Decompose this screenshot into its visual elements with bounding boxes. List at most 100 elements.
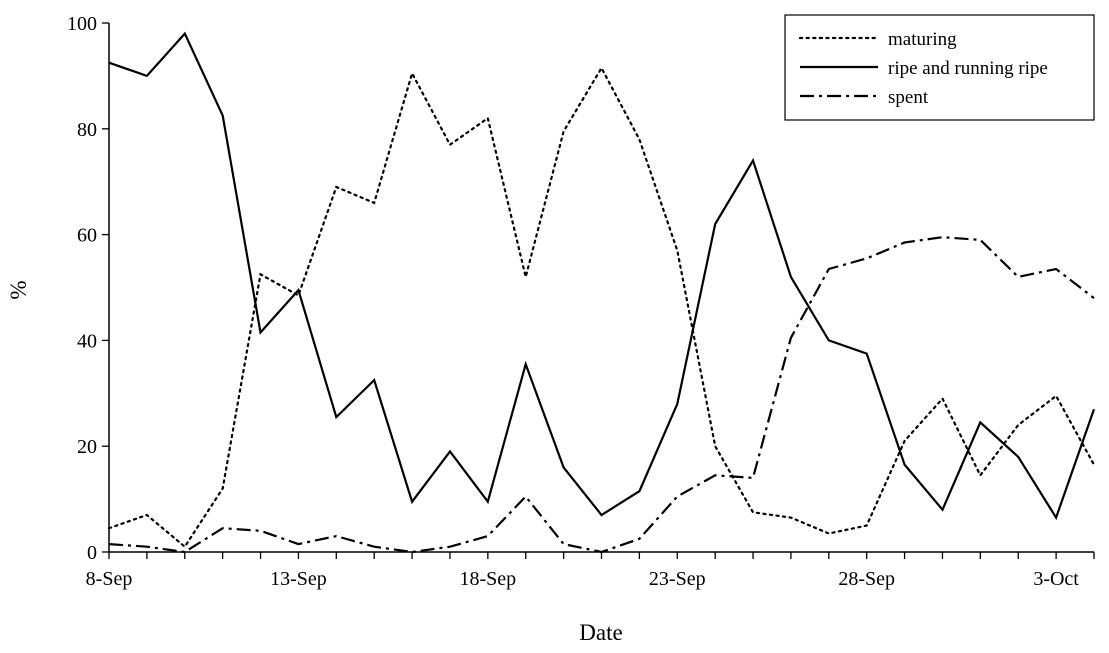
data-point-ripe-and-running-ripe — [297, 289, 299, 291]
y-tick-label: 0 — [87, 542, 97, 564]
series-ripe-and-running-ripe — [108, 31, 1096, 521]
data-point-maturing — [1017, 424, 1019, 426]
x-tick-label: 23-Sep — [649, 568, 706, 590]
x-tick-label: 13-Sep — [270, 568, 327, 590]
data-point-ripe-and-running-ripe — [487, 501, 489, 503]
data-point-spent — [638, 538, 640, 540]
data-point-maturing — [563, 130, 565, 132]
data-point-ripe-and-running-ripe — [525, 363, 527, 365]
data-point-spent — [941, 236, 943, 238]
data-point-ripe-and-running-ripe — [1017, 456, 1019, 458]
data-point-ripe-and-running-ripe — [600, 514, 602, 516]
data-point-ripe-and-running-ripe — [373, 379, 375, 381]
data-point-ripe-and-running-ripe — [828, 339, 830, 341]
x-axis-ticks: 8-Sep 13-Sep 18-Sep 23-Sep 28-Sep 3-Oct — [86, 552, 1095, 590]
data-point-spent — [676, 495, 678, 497]
y-tick-label: 80 — [77, 119, 97, 141]
data-point-spent — [1017, 276, 1019, 278]
data-point-spent — [259, 530, 261, 532]
data-point-spent — [335, 535, 337, 537]
x-tick-label: 28-Sep — [838, 568, 895, 590]
series-spent — [108, 236, 1095, 554]
data-point-spent — [904, 241, 906, 243]
y-tick-label: 40 — [77, 330, 97, 352]
data-point-ripe-and-running-ripe — [411, 501, 413, 503]
data-point-spent — [1055, 268, 1057, 270]
data-point-ripe-and-running-ripe — [638, 490, 640, 492]
data-point-ripe-and-running-ripe — [1093, 408, 1095, 410]
data-point-maturing — [146, 514, 148, 516]
data-point-spent — [411, 551, 413, 553]
data-point-ripe-and-running-ripe — [146, 75, 148, 77]
data-point-maturing — [184, 546, 186, 548]
data-point-ripe-and-running-ripe — [259, 331, 261, 333]
data-point-spent — [297, 543, 299, 545]
data-point-spent — [373, 546, 375, 548]
series-layer — [107, 31, 1096, 554]
data-point-ripe-and-running-ripe — [108, 62, 110, 64]
data-point-spent — [979, 239, 981, 241]
series-line-ripe-and-running-ripe — [108, 31, 1096, 521]
data-point-ripe-and-running-ripe — [714, 223, 716, 225]
data-point-maturing — [752, 511, 754, 513]
data-point-spent — [449, 546, 451, 548]
legend: maturing ripe and running ripe spent — [784, 14, 1095, 121]
data-point-spent — [600, 551, 602, 553]
x-tick-label: 3-Oct — [1033, 568, 1079, 590]
series-maturing — [107, 65, 1096, 549]
legend-label-ripe-and-running-ripe: ripe and running ripe — [888, 58, 1048, 79]
data-point-spent — [525, 495, 527, 497]
y-axis-ticks: 0 20 40 60 80 100 — [67, 13, 109, 564]
series-line-spent — [108, 236, 1095, 554]
data-point-ripe-and-running-ripe — [866, 353, 868, 355]
x-tick-label: 8-Sep — [86, 568, 133, 590]
data-point-maturing — [487, 117, 489, 119]
data-point-maturing — [941, 398, 943, 400]
data-point-ripe-and-running-ripe — [335, 416, 337, 418]
data-point-maturing — [904, 440, 906, 442]
data-point-maturing — [676, 249, 678, 251]
data-point-ripe-and-running-ripe — [790, 276, 792, 278]
x-tick-label: 18-Sep — [460, 568, 517, 590]
data-point-maturing — [1055, 395, 1057, 397]
data-point-maturing — [411, 72, 413, 74]
data-point-spent — [1093, 297, 1095, 299]
series-line-maturing — [107, 65, 1096, 549]
data-point-spent — [146, 546, 148, 548]
x-axis-title: Date — [579, 620, 622, 645]
y-tick-label: 20 — [77, 436, 97, 458]
data-point-spent — [752, 477, 754, 479]
data-point-maturing — [108, 527, 110, 529]
data-point-spent — [184, 551, 186, 553]
data-point-maturing — [1093, 464, 1095, 466]
data-point-spent — [828, 268, 830, 270]
data-point-spent — [222, 527, 224, 529]
data-point-ripe-and-running-ripe — [752, 159, 754, 161]
data-point-maturing — [222, 487, 224, 489]
data-point-ripe-and-running-ripe — [222, 115, 224, 117]
y-tick-label: 100 — [67, 13, 97, 35]
data-point-spent — [714, 474, 716, 476]
data-point-maturing — [790, 517, 792, 519]
data-point-ripe-and-running-ripe — [979, 421, 981, 423]
data-point-ripe-and-running-ripe — [676, 403, 678, 405]
y-tick-label: 60 — [77, 225, 97, 247]
y-axis-title: % — [6, 280, 31, 299]
data-point-maturing — [449, 144, 451, 146]
data-point-ripe-and-running-ripe — [184, 33, 186, 35]
data-point-ripe-and-running-ripe — [1055, 517, 1057, 519]
data-point-spent — [866, 257, 868, 259]
data-point-ripe-and-running-ripe — [449, 450, 451, 452]
data-point-maturing — [259, 273, 261, 275]
data-point-maturing — [373, 202, 375, 204]
data-point-maturing — [828, 532, 830, 534]
legend-label-spent: spent — [888, 87, 929, 108]
legend-label-maturing: maturing — [888, 29, 957, 50]
data-point-maturing — [866, 524, 868, 526]
data-point-ripe-and-running-ripe — [941, 509, 943, 511]
data-point-maturing — [638, 138, 640, 140]
data-point-maturing — [979, 474, 981, 476]
data-point-spent — [790, 337, 792, 339]
data-point-ripe-and-running-ripe — [563, 466, 565, 468]
